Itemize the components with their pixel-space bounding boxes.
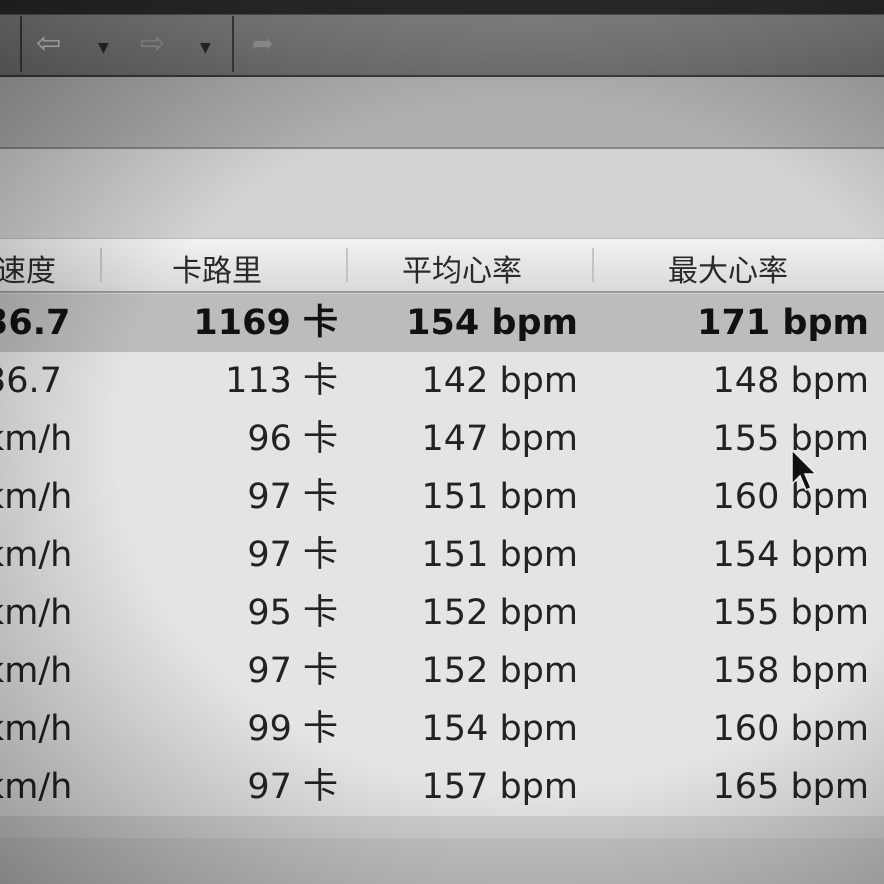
column-divider [592, 248, 594, 282]
toolbar: ⇦ ▼ ⇨ ▼ ➦ [0, 0, 884, 77]
mouse-cursor-icon [791, 448, 818, 491]
table-row[interactable]: 36.7 1169 卡 154 bpm 171 bpm [0, 294, 884, 352]
table-row[interactable]: km/h 97 卡 151 bpm 154 bpm [0, 526, 884, 584]
cell-calories: 97 卡 [247, 535, 338, 575]
cell-calories: 97 卡 [247, 477, 338, 517]
column-header-calories[interactable]: 卡路里 [172, 254, 262, 289]
cell-avg-hr: 154 bpm [421, 709, 578, 749]
cell-avg-hr: 152 bpm [421, 593, 578, 633]
back-menu-chevron-icon[interactable]: ▼ [98, 40, 109, 56]
cell-calories: 99 卡 [247, 709, 338, 749]
table-row[interactable]: km/h 97 卡 151 bpm 160 bpm [0, 468, 884, 526]
cell-max-hr: 160 bpm [712, 477, 869, 517]
cell-speed: km/h [0, 651, 73, 691]
column-header-max-hr[interactable]: 最大心率 [668, 254, 788, 289]
cell-avg-hr: 152 bpm [421, 651, 578, 691]
cell-calories: 95 卡 [247, 593, 338, 633]
cell-avg-hr: 142 bpm [421, 361, 578, 401]
table-row[interactable]: km/h 97 卡 152 bpm 158 bpm [0, 642, 884, 700]
cell-calories: 96 卡 [247, 419, 338, 459]
cell-max-hr: 155 bpm [712, 593, 869, 633]
cell-avg-hr: 154 bpm [406, 303, 578, 343]
cell-speed: 36.7 [0, 303, 71, 343]
cell-calories: 1169 卡 [193, 303, 338, 343]
cell-avg-hr: 147 bpm [421, 419, 578, 459]
cell-speed: km/h [0, 477, 73, 517]
cell-speed: km/h [0, 593, 73, 633]
cell-max-hr: 165 bpm [712, 767, 869, 807]
table-row[interactable]: km/h 99 卡 154 bpm 160 bpm [0, 700, 884, 758]
forward-menu-chevron-icon[interactable]: ▼ [200, 40, 211, 56]
toolbar-band [0, 77, 884, 149]
cell-speed: km/h [0, 709, 73, 749]
cell-avg-hr: 151 bpm [421, 535, 578, 575]
cell-max-hr: 160 bpm [712, 709, 869, 749]
cell-speed: 36.7 [0, 361, 62, 401]
table-row[interactable]: km/h 97 卡 157 bpm 165 bpm [0, 758, 884, 816]
table-header [0, 238, 884, 293]
share-icon[interactable]: ➦ [252, 29, 274, 59]
table-row[interactable]: km/h 95 卡 152 bpm 155 bpm [0, 584, 884, 642]
cell-max-hr: 158 bpm [712, 651, 869, 691]
cell-calories: 97 卡 [247, 767, 338, 807]
cell-speed: km/h [0, 419, 73, 459]
cell-max-hr: 154 bpm [712, 535, 869, 575]
cell-avg-hr: 157 bpm [421, 767, 578, 807]
cell-max-hr: 148 bpm [712, 361, 869, 401]
back-arrow-icon[interactable]: ⇦ [36, 26, 62, 61]
cell-max-hr: 155 bpm [712, 419, 869, 459]
window-title-strip [0, 0, 884, 15]
cell-calories: 113 卡 [225, 361, 338, 401]
column-header-avg-hr[interactable]: 平均心率 [402, 254, 522, 289]
table-row[interactable]: 36.7 113 卡 142 bpm 148 bpm [0, 352, 884, 410]
column-header-speed[interactable]: 速度 [0, 254, 56, 289]
column-divider [346, 248, 348, 282]
toolbar-divider [232, 16, 234, 72]
forward-arrow-icon[interactable]: ⇨ [140, 26, 166, 61]
cell-calories: 97 卡 [247, 651, 338, 691]
cell-speed: km/h [0, 535, 73, 575]
cell-speed: km/h [0, 767, 73, 807]
column-divider [100, 248, 102, 282]
toolbar-divider [20, 16, 22, 72]
cell-max-hr: 171 bpm [697, 303, 869, 343]
table-row[interactable]: km/h 96 卡 147 bpm 155 bpm [0, 410, 884, 468]
cell-avg-hr: 151 bpm [421, 477, 578, 517]
table-footer [0, 838, 884, 884]
